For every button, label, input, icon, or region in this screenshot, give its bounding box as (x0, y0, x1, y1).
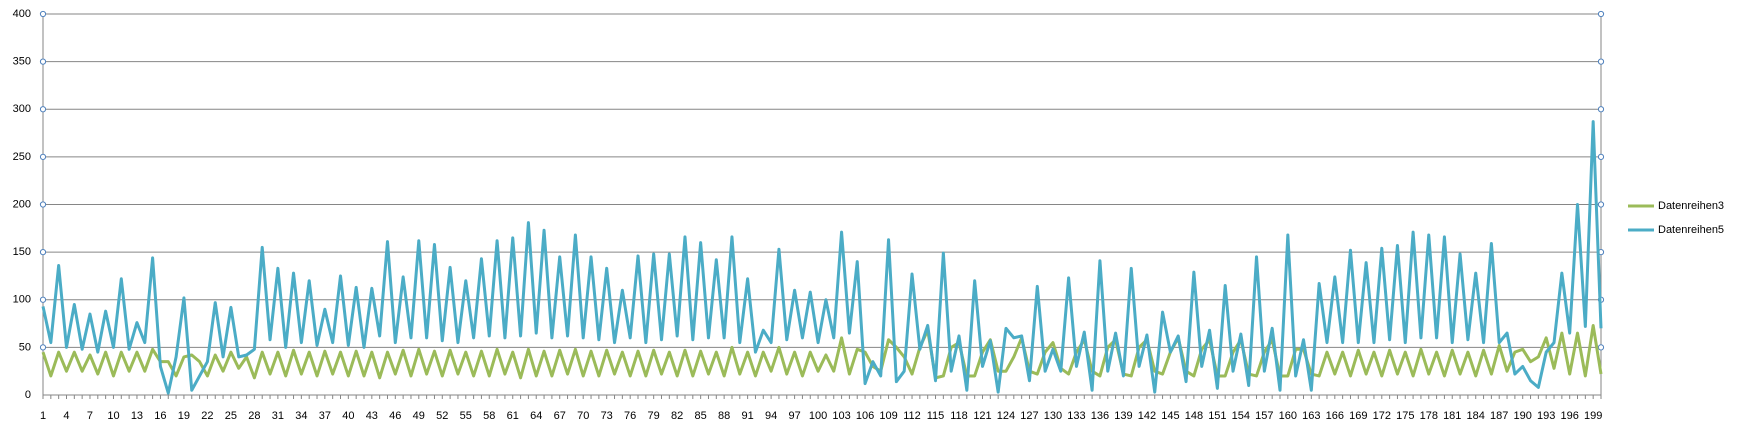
axis-end-marker (1597, 106, 1605, 113)
axis-end-marker (1597, 201, 1605, 208)
x-tick-label: 7 (87, 410, 93, 422)
x-tick-label: 100 (809, 410, 827, 422)
y-tick-label: 0 (25, 389, 31, 401)
x-tick-label: 103 (832, 410, 850, 422)
x-tick-label: 16 (154, 410, 166, 422)
axis-end-marker (39, 296, 47, 303)
series-line (41, 323, 1603, 380)
series-line (41, 120, 1603, 395)
x-tick-label: 130 (1044, 410, 1062, 422)
x-tick-label: 127 (1020, 410, 1038, 422)
y-tick-label: 350 (13, 56, 31, 68)
x-tick-label: 160 (1279, 410, 1297, 422)
x-tick-label: 73 (601, 410, 613, 422)
x-tick-label: 172 (1373, 410, 1391, 422)
x-tick-label: 25 (225, 410, 237, 422)
y-tick-label: 300 (13, 103, 31, 115)
x-tick-label: 97 (788, 410, 800, 422)
x-tick-label: 148 (1185, 410, 1203, 422)
axis-end-marker (1597, 58, 1605, 65)
x-tick-label: 121 (973, 410, 991, 422)
axis-end-marker (39, 249, 47, 256)
axis-end-marker (39, 106, 47, 113)
x-tick-label: 154 (1232, 410, 1250, 422)
x-tick-label: 49 (413, 410, 425, 422)
x-tick-label: 169 (1349, 410, 1367, 422)
x-tick-label: 34 (295, 410, 307, 422)
x-tick-label: 64 (530, 410, 542, 422)
x-tick-label: 37 (319, 410, 331, 422)
axis-end-marker (39, 58, 47, 65)
x-tick-label: 109 (879, 410, 897, 422)
x-tick-label: 43 (366, 410, 378, 422)
x-tick-label: 79 (648, 410, 660, 422)
x-tick-label: 145 (1161, 410, 1179, 422)
x-tick-label: 28 (248, 410, 260, 422)
y-tick-label: 400 (13, 8, 31, 20)
x-tick-label: 184 (1467, 410, 1485, 422)
axis-end-marker (39, 344, 47, 351)
x-tick-label: 175 (1396, 410, 1414, 422)
legend-label: Datenreihen3 (1658, 200, 1724, 212)
x-tick-label: 91 (741, 410, 753, 422)
x-tick-label: 112 (903, 410, 921, 422)
x-tick-label: 13 (131, 410, 143, 422)
x-tick-label: 82 (671, 410, 683, 422)
axis-end-marker (1597, 10, 1605, 18)
x-tick-label: 55 (460, 410, 472, 422)
x-tick-label: 67 (554, 410, 566, 422)
x-tick-label: 70 (577, 410, 589, 422)
x-tick-label: 142 (1138, 410, 1156, 422)
x-tick-label: 115 (927, 410, 945, 422)
x-tick-label: 10 (107, 410, 119, 422)
x-tick-label: 190 (1514, 410, 1532, 422)
y-tick-label: 50 (19, 341, 31, 353)
x-tick-label: 22 (201, 410, 213, 422)
x-tick-label: 76 (624, 410, 636, 422)
x-tick-label: 61 (507, 410, 519, 422)
x-tick-label: 196 (1561, 410, 1579, 422)
x-tick-label: 85 (695, 410, 707, 422)
x-tick-label: 157 (1255, 410, 1273, 422)
x-tick-label: 94 (765, 410, 777, 422)
axis-end-marker (1597, 344, 1605, 351)
x-tick-label: 199 (1584, 410, 1602, 422)
x-tick-label: 124 (997, 410, 1015, 422)
x-tick-label: 166 (1326, 410, 1344, 422)
x-tick-label: 58 (483, 410, 495, 422)
x-tick-label: 178 (1420, 410, 1438, 422)
x-tick-label: 19 (178, 410, 190, 422)
axis-end-marker (39, 153, 47, 160)
x-tick-label: 187 (1490, 410, 1508, 422)
x-tick-label: 136 (1091, 410, 1109, 422)
x-tick-label: 139 (1114, 410, 1132, 422)
axis-end-marker (1597, 153, 1605, 160)
x-tick-label: 40 (342, 410, 354, 422)
x-tick-label: 193 (1537, 410, 1555, 422)
axis-end-marker (39, 201, 47, 208)
x-tick-label: 88 (718, 410, 730, 422)
x-tick-label: 181 (1443, 410, 1461, 422)
axis-end-marker (39, 10, 47, 18)
y-tick-label: 100 (13, 294, 31, 306)
x-tick-label: 46 (389, 410, 401, 422)
x-tick-label: 52 (436, 410, 448, 422)
x-tick-label: 31 (272, 410, 284, 422)
x-tick-label: 151 (1208, 410, 1226, 422)
x-tick-label: 133 (1067, 410, 1085, 422)
x-tick-label: 4 (63, 410, 69, 422)
y-tick-label: 200 (13, 198, 31, 210)
x-tick-label: 163 (1302, 410, 1320, 422)
y-tick-label: 250 (13, 151, 31, 163)
legend-label: Datenreihen5 (1658, 224, 1724, 236)
x-tick-label: 118 (950, 410, 968, 422)
x-tick-label: 1 (40, 410, 46, 422)
x-tick-label: 106 (856, 410, 874, 422)
y-tick-label: 150 (13, 246, 31, 258)
